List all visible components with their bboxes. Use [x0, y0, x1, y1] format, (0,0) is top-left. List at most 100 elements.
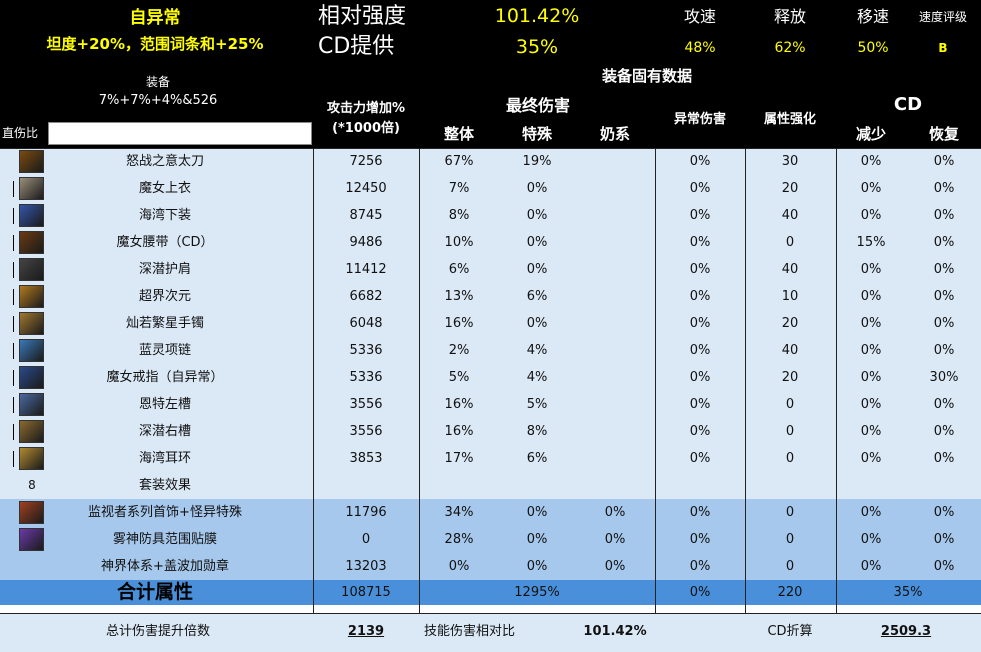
table-row: 深潜护肩 11412 6% 0% 0% 40 0% 0%: [0, 256, 981, 283]
total-multiplier-value: 2139: [347, 624, 385, 639]
row-marker: [13, 289, 14, 305]
final-milk-cell: 0%: [604, 559, 626, 574]
header-panel: 自异常 坦度+20%，范围词条和+25% 相对强度 101.42% CD提供 3…: [0, 0, 981, 148]
final-special-cell: 5%: [526, 397, 548, 412]
final-special-cell: 6%: [526, 289, 548, 304]
final-total-cell: 34%: [444, 505, 474, 520]
item-name: 深潜右槽: [138, 424, 191, 439]
equipment-icon: [19, 177, 44, 200]
abnormal-cell: 0%: [689, 343, 711, 358]
abnormal-cell: 0%: [689, 235, 711, 250]
atk-cell: 3853: [349, 451, 383, 466]
cd-conversion-label: CD折算: [767, 624, 813, 639]
set-effect-label: 套装效果: [138, 478, 191, 493]
table-row: 监视者系列首饰+怪异特殊 11796 34% 0% 0% 0% 0 0% 0%: [0, 499, 981, 526]
atk-cell: 5336: [349, 343, 383, 358]
cd-reduce-cell: 0%: [860, 397, 882, 412]
atk-increase-unit: (*1000倍): [332, 121, 400, 136]
table-row: 神界体系+盖波加勋章 13203 0% 0% 0% 0% 0 0% 0%: [0, 553, 981, 580]
element-cell: 10: [781, 289, 799, 304]
cd-recover-cell: 0%: [933, 343, 955, 358]
final-total-cell: 28%: [444, 532, 474, 547]
table-row: 怒战之意太刀 7256 67% 19% 0% 30 0% 0%: [0, 148, 981, 175]
skill-ratio-value: 101.42%: [583, 624, 647, 639]
table-row: 灿若繁星手镯 6048 16% 0% 0% 20 0% 0%: [0, 310, 981, 337]
equipment-icon: [19, 258, 44, 281]
abnormal-cell: 0%: [689, 424, 711, 439]
row-marker: [13, 451, 14, 467]
totals-element: 220: [777, 585, 803, 600]
row-marker: [13, 316, 14, 332]
row-marker: [13, 397, 14, 413]
element-cell: 0: [785, 559, 795, 574]
final-total-cell: 8%: [448, 208, 470, 223]
element-cell: 0: [785, 235, 795, 250]
cd-recover-cell: 0%: [933, 208, 955, 223]
speed-value-move: 50%: [857, 40, 889, 56]
cd-provide-value: 35%: [515, 36, 559, 58]
final-total-label: 整体: [443, 125, 475, 143]
row-marker: [13, 424, 14, 440]
cd-reduce-cell: 0%: [860, 181, 882, 196]
abnormal-cell: 0%: [689, 181, 711, 196]
direct-ratio-input[interactable]: [48, 122, 312, 145]
final-damage-label: 最终伤害: [505, 96, 571, 115]
item-name: 怒战之意太刀: [125, 154, 204, 169]
cd-recover-cell: 0%: [933, 505, 955, 520]
atk-cell: 6682: [349, 289, 383, 304]
table-row: 海湾下装 8745 8% 0% 0% 40 0% 0%: [0, 202, 981, 229]
cd-reduce-cell: 0%: [860, 424, 882, 439]
speed-header-attack: 攻速: [683, 7, 717, 26]
accessory-icon: [19, 528, 44, 551]
final-milk-cell: 0%: [604, 532, 626, 547]
totals-cd: 35%: [893, 585, 923, 600]
equipment-icon: [19, 204, 44, 227]
grid-line: [419, 148, 420, 652]
cd-reduce-cell: 0%: [860, 559, 882, 574]
grid-line: [836, 148, 837, 613]
cd-reduce-label: 减少: [855, 125, 887, 143]
final-special-cell: 8%: [526, 424, 548, 439]
final-total-cell: 16%: [444, 316, 474, 331]
final-special-cell: 0%: [526, 235, 548, 250]
table-row: 魔女戒指（自异常） 5336 5% 4% 0% 20 0% 30%: [0, 364, 981, 391]
cd-recover-label: 恢复: [928, 125, 960, 143]
abnormal-cell: 0%: [689, 289, 711, 304]
element-cell: 0: [785, 424, 795, 439]
grid-line: [0, 613, 981, 614]
equipment-icon: [19, 150, 44, 173]
abnormal-cell: 0%: [689, 208, 711, 223]
equip-value: 7%+7%+4%&526: [98, 93, 218, 108]
table-row: 雾神防具范围贴膜 0 28% 0% 0% 0% 0 0% 0%: [0, 526, 981, 553]
abnormal-damage-label: 异常伤害: [673, 112, 727, 127]
direct-ratio-label: 直伤比: [2, 126, 39, 140]
final-special-cell: 4%: [526, 370, 548, 385]
item-name: 神界体系+盖波加勋章: [101, 559, 229, 574]
equip-label: 装备: [145, 75, 171, 89]
element-cell: 20: [781, 316, 799, 331]
cd-recover-cell: 0%: [933, 181, 955, 196]
equipment-icon: [19, 339, 44, 362]
item-name: 超界次元: [138, 289, 191, 304]
grid-line: [0, 148, 981, 149]
totals-label: 合计属性: [116, 581, 193, 603]
cd-reduce-cell: 0%: [860, 289, 882, 304]
atk-increase-label: 攻击力增加%: [326, 101, 406, 116]
final-total-cell: 16%: [444, 397, 474, 412]
cd-recover-cell: 0%: [933, 424, 955, 439]
atk-cell: 9486: [349, 235, 383, 250]
element-cell: 20: [781, 370, 799, 385]
abnormal-cell: 0%: [689, 397, 711, 412]
final-total-cell: 6%: [448, 262, 470, 277]
final-total-cell: 17%: [444, 451, 474, 466]
cd-reduce-cell: 0%: [860, 208, 882, 223]
item-name: 魔女戒指（自异常）: [106, 370, 224, 385]
summary-footer: 总计伤害提升倍数 2139 技能伤害相对比 101.42% CD折算 2509.…: [0, 613, 981, 652]
final-special-cell: 0%: [526, 262, 548, 277]
table-row: 海湾耳环 3853 17% 6% 0% 0 0% 0%: [0, 445, 981, 472]
item-name: 魔女上衣: [138, 181, 191, 196]
grid-line: [745, 148, 746, 613]
final-total-cell: 10%: [444, 235, 474, 250]
speed-value-attack: 48%: [684, 40, 716, 56]
equipment-icon: [19, 366, 44, 389]
